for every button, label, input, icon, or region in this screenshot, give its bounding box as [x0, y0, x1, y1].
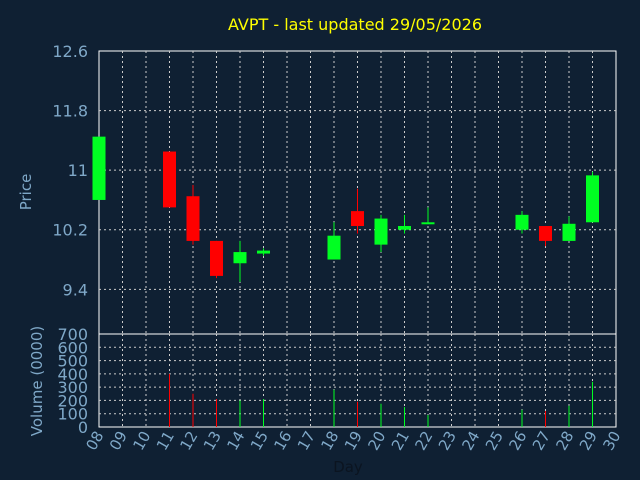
price-tick-label: 10.2: [52, 221, 88, 240]
candle-body: [210, 240, 223, 276]
candle-body: [374, 218, 388, 245]
volume-tick-label: 100: [57, 405, 88, 424]
x-axis-label: Day: [333, 458, 363, 476]
volume-tick-label: 600: [57, 338, 88, 357]
chart-title: AVPT - last updated 29/05/2026: [228, 15, 482, 34]
candle-body: [515, 214, 529, 230]
volume-axis-label: Volume (0000): [28, 326, 46, 436]
candle-body: [163, 151, 176, 208]
candle-body: [92, 136, 106, 200]
price-axis-label: Price: [17, 174, 35, 211]
volume-tick-label: 200: [57, 391, 88, 410]
price-tick-label: 11: [68, 161, 88, 180]
candle-body: [562, 223, 576, 241]
candle-body: [398, 226, 411, 230]
candle-body: [233, 252, 247, 264]
volume-tick-label: 400: [57, 365, 88, 384]
price-tick-label: 11.8: [52, 102, 88, 121]
price-tick-label: 12.6: [52, 42, 88, 61]
candle-body: [257, 250, 270, 254]
price-panel: 9.4 10.2 11 11.8 12.6: [52, 42, 617, 335]
volume-tick-label: 300: [57, 378, 88, 397]
price-tick-label: 9.4: [63, 280, 88, 299]
volume-tick-label: 700: [57, 325, 88, 344]
candle-body: [186, 196, 200, 241]
candle-body: [586, 175, 599, 223]
volume-tick-label: 0: [78, 418, 88, 437]
candle-body: [421, 222, 435, 225]
candle-body: [539, 226, 552, 241]
candle-body: [327, 235, 341, 260]
volume-tick-label: 500: [57, 352, 88, 371]
candle-body: [351, 211, 364, 227]
x-tick-labels: 0809101112131415161718192021222324252627…: [82, 428, 624, 454]
